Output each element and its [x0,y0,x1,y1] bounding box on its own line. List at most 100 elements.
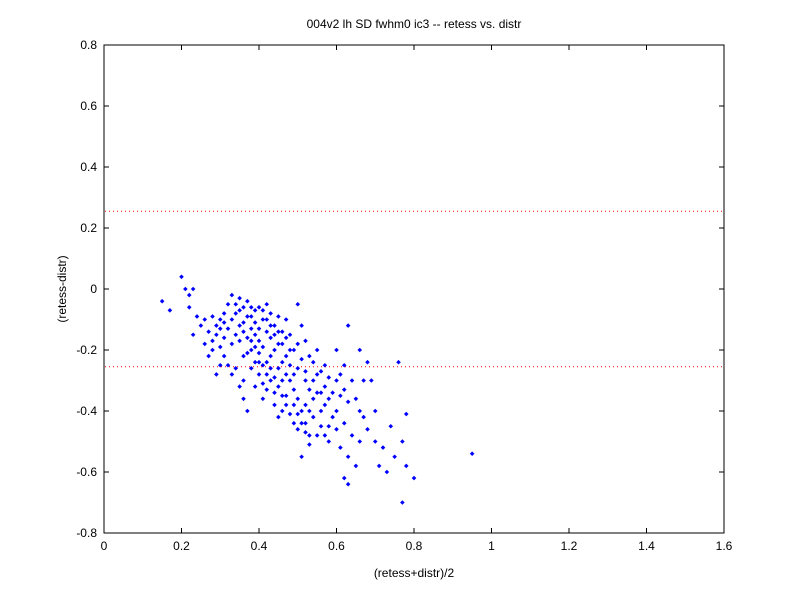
data-point [307,408,312,414]
x-axis-label: (retess+distr)/2 [374,566,455,580]
data-point [248,314,254,319]
data-point [380,445,386,450]
data-point [338,445,343,450]
data-point [303,378,308,383]
data-point [260,308,266,313]
y-tick-label: -0.2 [76,343,97,357]
data-point [291,372,297,377]
data-point [322,362,328,368]
data-point [283,372,289,377]
data-point [403,463,409,469]
data-point [248,347,254,353]
data-point [214,372,219,377]
data-point [334,408,339,414]
data-point [264,359,270,365]
data-point [268,366,273,371]
data-point [248,326,254,331]
data-point [233,366,239,371]
data-point [365,359,370,365]
data-point [303,420,308,426]
data-point [322,402,328,408]
data-point [268,378,273,383]
data-point [229,341,235,347]
data-point [276,384,281,389]
data-point [310,378,316,383]
x-tick-label: 1.4 [638,539,655,553]
data-point [276,366,281,371]
y-tick-label: 0.8 [80,38,97,52]
data-point [330,414,335,420]
data-point [303,402,308,408]
data-point [299,323,304,328]
data-point [341,420,347,426]
data-point [268,323,273,328]
data-point [307,442,312,447]
data-point [295,341,301,347]
data-point [221,335,227,341]
data-point [276,329,281,334]
data-point [279,341,285,347]
y-axis-label: (retess-distr) [55,255,69,322]
data-point [326,423,332,429]
data-point [345,481,351,487]
data-point [245,314,250,319]
data-point [159,298,165,304]
data-point [295,427,301,432]
data-point [310,414,316,420]
data-point [353,396,359,402]
data-point [248,305,254,310]
data-point [411,475,417,481]
data-point [237,308,242,313]
data-point [186,305,192,310]
y-tick-label: -0.6 [76,465,97,479]
data-point [299,356,304,362]
data-point [256,326,262,331]
y-tick-label: 0.4 [80,160,97,174]
data-point [260,396,266,402]
data-point [283,317,289,322]
data-point [272,402,277,408]
data-point [252,384,258,389]
data-point [214,323,219,328]
data-point [229,372,235,377]
data-point [341,387,347,392]
data-point [349,433,355,438]
data-point [272,347,277,353]
data-point [353,463,359,469]
data-point [245,298,250,304]
data-point [260,362,266,368]
data-point [345,399,351,405]
data-point [295,396,301,402]
data-point [326,375,332,380]
data-point [318,423,324,429]
y-tick-label: 0.2 [80,221,97,235]
data-point [241,305,246,310]
data-point [276,341,281,347]
data-point [241,329,246,334]
data-point [338,393,343,399]
data-point [264,387,270,392]
data-point [167,308,173,313]
data-point [229,317,235,322]
data-point [287,362,293,368]
data-point [241,320,246,325]
data-point [299,408,304,414]
data-point [272,323,277,328]
x-tick-label: 0.4 [251,539,268,553]
data-point [225,362,231,368]
data-point [264,372,270,377]
data-point [217,344,223,350]
data-point [245,408,250,414]
data-point [295,366,301,371]
data-point [221,320,227,325]
plot-area [103,44,725,534]
data-point [252,344,258,350]
data-point [260,317,266,322]
data-point [206,329,211,334]
data-point [252,308,258,313]
data-point [345,323,351,328]
data-point [349,378,355,383]
data-point [190,332,196,338]
data-point [392,454,397,460]
